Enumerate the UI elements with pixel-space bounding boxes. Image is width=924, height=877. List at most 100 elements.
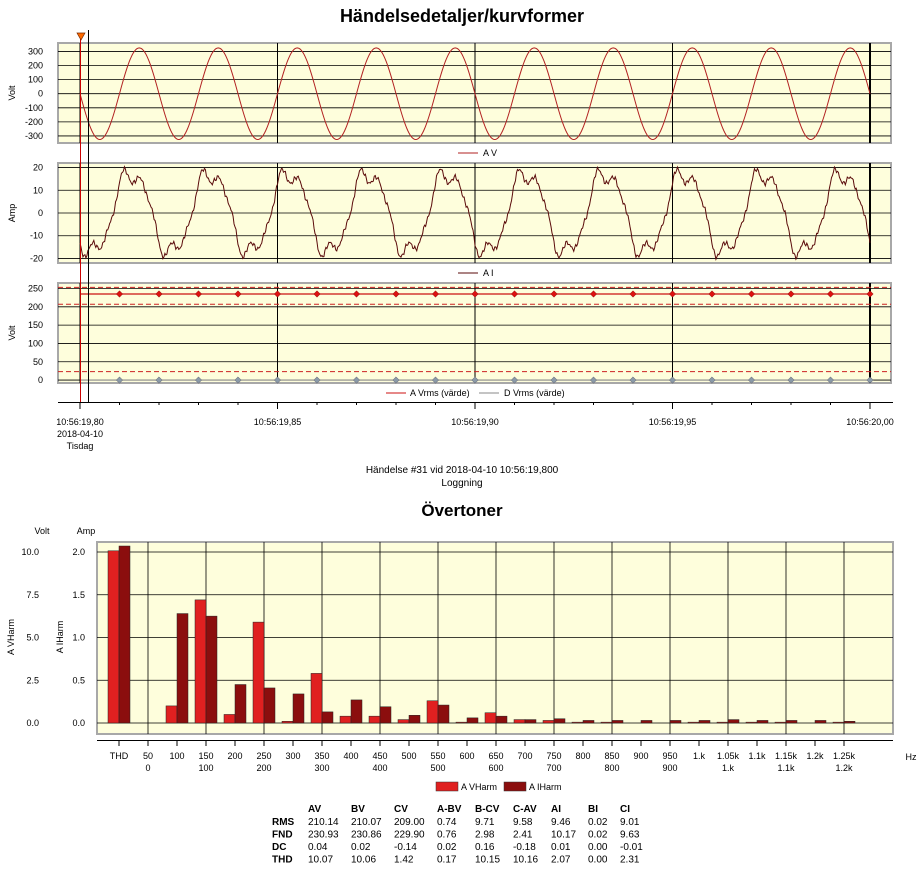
current-ytick-label: 20 xyxy=(33,163,43,173)
table-cell: 0.16 xyxy=(475,842,495,853)
harmonics-xtick-label: 1.25k xyxy=(833,751,856,761)
table-cell: 229.90 xyxy=(394,830,425,841)
current-ytick-label: 10 xyxy=(33,185,43,195)
table-cell: 0.00 xyxy=(588,855,608,866)
current-panel: 20 10 0 -10 -20 Amp xyxy=(7,162,892,264)
rms-point xyxy=(510,290,519,298)
harmonics-xtick-label: 1.05k xyxy=(717,751,740,761)
vharm-bar xyxy=(542,720,555,724)
table-cell: 10.07 xyxy=(308,855,333,866)
waveform-xtick-label: 10:56:19,95 xyxy=(649,417,697,427)
rms-point xyxy=(747,290,756,298)
harmonics-xtick-label-hz: 900 xyxy=(662,763,677,773)
event-caption: Händelse #31 vid 2018-04-10 10:56:19,800 xyxy=(366,465,559,476)
table-cell: 230.86 xyxy=(351,830,382,841)
table-row-label: THD xyxy=(272,855,293,866)
harmonics-xtick-label: 250 xyxy=(256,751,271,761)
current-ylabel: Amp xyxy=(7,204,17,223)
iharm-bar xyxy=(843,721,856,724)
rms-point xyxy=(313,290,321,298)
harmonics-right-ylabel: A IHarm xyxy=(55,621,65,654)
voltage-series-line xyxy=(79,47,871,140)
rms-ytick-label: 100 xyxy=(28,338,43,348)
table-cell: 210.14 xyxy=(308,817,339,828)
iharm-bar xyxy=(611,720,624,724)
legend-iharm-label: A IHarm xyxy=(529,782,562,792)
harmonics-xtick-label: 300 xyxy=(285,751,300,761)
table-cell: 10.17 xyxy=(551,830,576,841)
rms-point xyxy=(431,376,440,384)
iharm-bar xyxy=(727,719,740,724)
table-column-header: BI xyxy=(588,804,598,815)
table-row-label: FND xyxy=(272,830,293,841)
harmonics-xtick-label: 350 xyxy=(314,751,329,761)
table-cell: 0.00 xyxy=(588,842,608,853)
voltage-ylabel: Volt xyxy=(7,85,17,101)
voltage-panel: 300 200 100 0 -100 -200 -300 Volt xyxy=(7,42,892,144)
table-cell: 0.74 xyxy=(437,817,457,828)
rms-point xyxy=(787,376,795,384)
iharm-bar xyxy=(408,715,421,724)
rms-legend-a-label: A Vrms (värde) xyxy=(410,388,470,398)
vharm-bar xyxy=(426,700,439,724)
table-cell: 9.63 xyxy=(620,830,640,841)
iharm-bar xyxy=(524,719,537,724)
vharm-bar xyxy=(455,721,468,724)
table-column-header: B-CV xyxy=(475,804,500,815)
iharm-bar xyxy=(756,720,769,724)
rms-point xyxy=(589,376,598,384)
legend-vharm-swatch xyxy=(435,781,459,792)
iharm-bar xyxy=(640,720,653,724)
table-cell: 1.42 xyxy=(394,855,414,866)
legend-iharm-swatch xyxy=(503,781,527,792)
table-column-header: AI xyxy=(551,804,561,815)
voltage-ytick-label: 100 xyxy=(28,75,43,85)
table-column-header: AV xyxy=(308,804,321,815)
table-cell: 210.07 xyxy=(351,817,382,828)
table-cell: 0.17 xyxy=(437,855,457,866)
rms-point xyxy=(747,376,756,384)
harmonics-xtick-label: 500 xyxy=(401,751,416,761)
vharm-bar xyxy=(600,721,613,724)
voltage-ytick-label: -200 xyxy=(25,117,43,127)
rms-point xyxy=(392,376,400,384)
vharm-bar xyxy=(397,719,410,724)
table-cell: 0.02 xyxy=(588,830,608,841)
table-cell: 0.02 xyxy=(437,842,457,853)
harmonics-xtick-label: 1.2k xyxy=(806,751,824,761)
table-cell: 10.15 xyxy=(475,855,500,866)
harmonics-xtick-label: 400 xyxy=(343,751,358,761)
rms-point xyxy=(234,290,242,298)
table-cell: 209.00 xyxy=(394,817,425,828)
cursor-marker-icon[interactable] xyxy=(76,32,86,41)
rms-point xyxy=(826,376,835,384)
event-caption-mode: Loggning xyxy=(441,478,482,489)
harmonics-left-ytick: 0.0 xyxy=(26,718,39,728)
harmonics-right-unit: Amp xyxy=(77,526,96,536)
harmonics-xtick-label: 200 xyxy=(227,751,242,761)
rms-point xyxy=(155,290,163,298)
rms-ytick-label: 0 xyxy=(38,375,43,385)
rms-point xyxy=(155,376,163,384)
iharm-bar xyxy=(263,687,276,724)
rms-point xyxy=(708,376,716,384)
harmonics-xtick-label: 150 xyxy=(198,751,213,761)
rms-point xyxy=(352,376,361,384)
harmonics-xtick-label-hz: 300 xyxy=(314,763,329,773)
table-cell: 0.76 xyxy=(437,830,457,841)
rms-point xyxy=(115,376,124,384)
vharm-bar xyxy=(774,721,787,724)
table-cell: 9.71 xyxy=(475,817,495,828)
x-day-label: Tisdag xyxy=(67,441,94,451)
vharm-bar xyxy=(687,721,700,724)
table-cell: 2.07 xyxy=(551,855,571,866)
rms-ytick-label: 50 xyxy=(33,357,43,367)
harmonics-left-ytick: 2.5 xyxy=(26,675,39,685)
harmonics-xtick-label: 850 xyxy=(604,751,619,761)
rms-legend: A Vrms (värde) D Vrms (värde) xyxy=(386,388,565,398)
harmonics-plot-area xyxy=(96,541,894,735)
rms-point xyxy=(313,376,321,384)
table-column-header: A-BV xyxy=(437,804,462,815)
